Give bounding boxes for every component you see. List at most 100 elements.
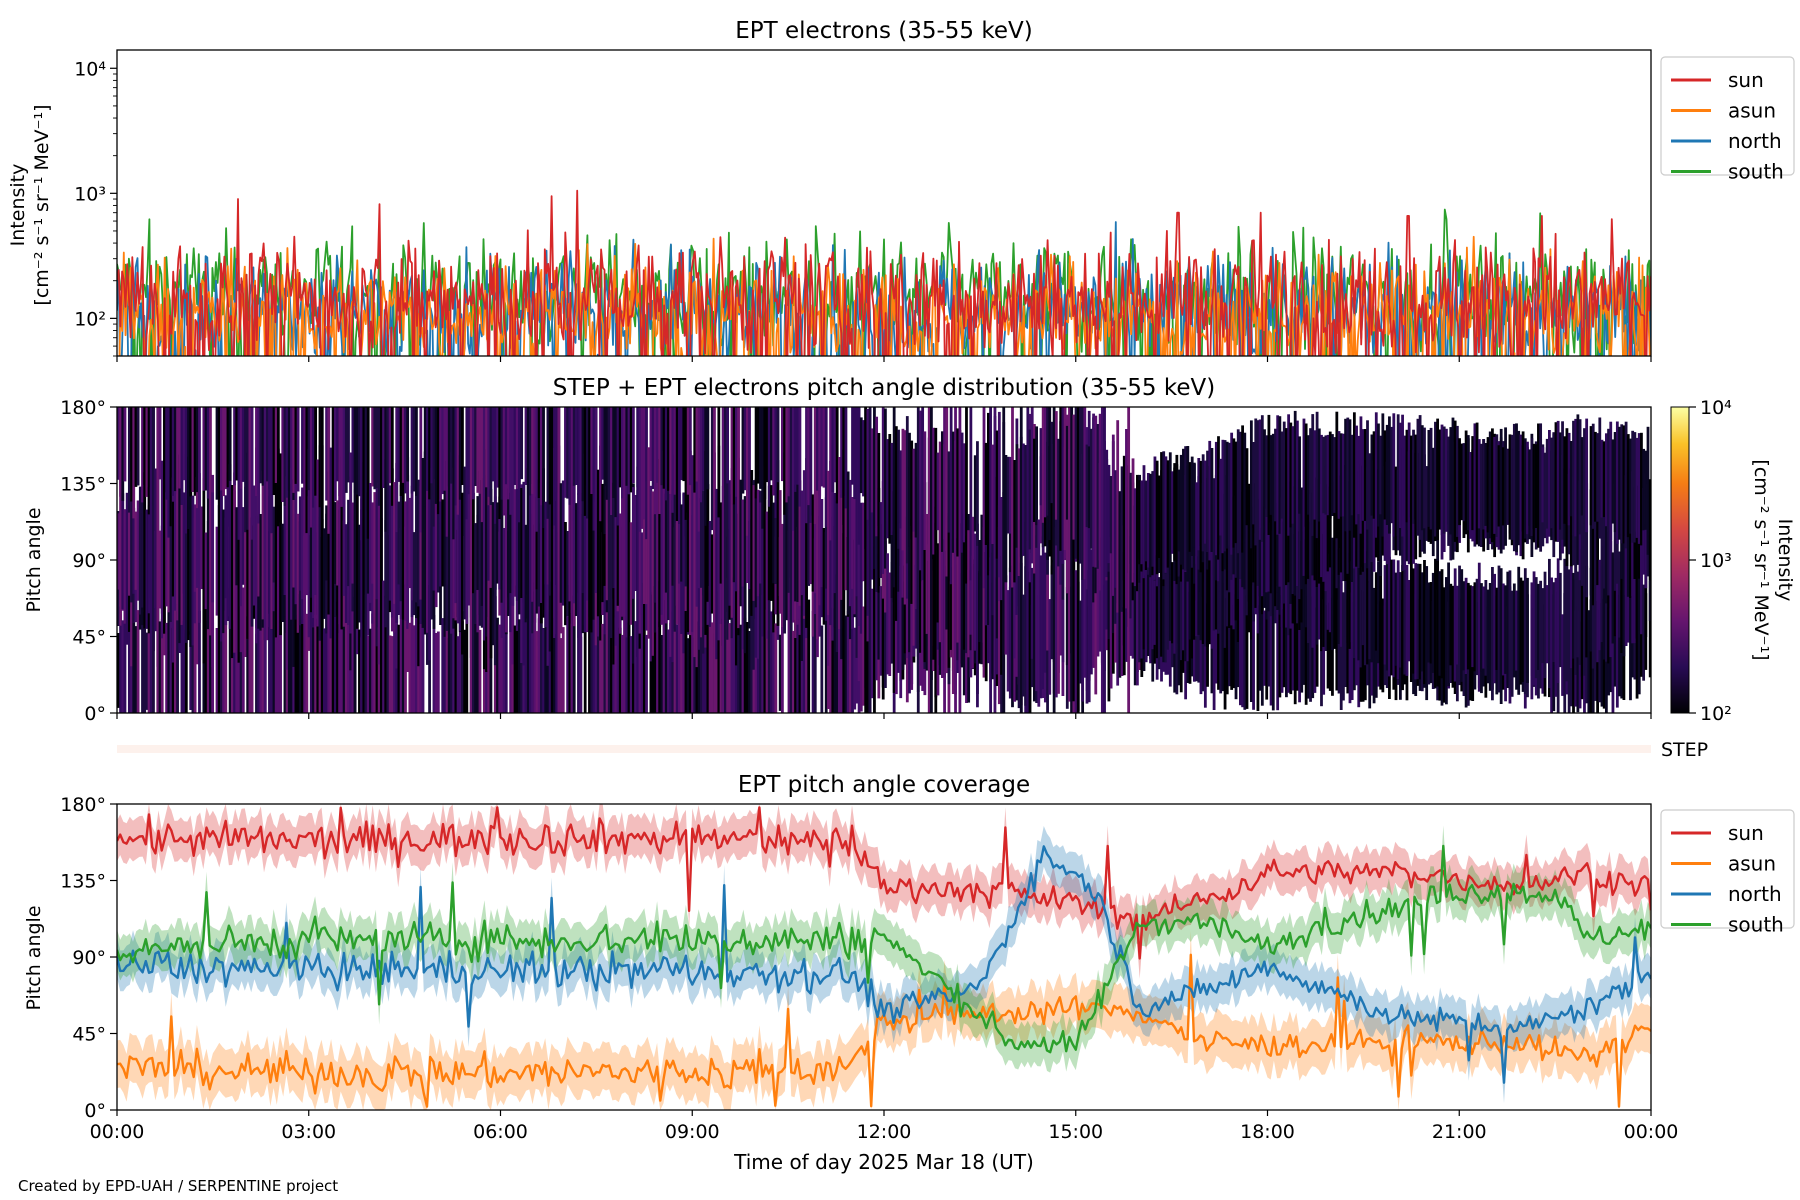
heatmap-cell — [559, 638, 563, 713]
heatmap-cell — [1245, 585, 1249, 709]
heatmap-cell — [537, 407, 541, 498]
heatmap-cell — [726, 446, 730, 640]
heatmap-cell — [412, 532, 416, 616]
heatmap-cell — [287, 629, 291, 713]
heatmap-cell — [671, 611, 675, 713]
heatmap-cell — [982, 407, 986, 589]
heatmap-cell — [754, 619, 758, 713]
heatmap-cell — [1526, 577, 1529, 683]
heatmap-cell — [1569, 564, 1573, 669]
heatmap-cell — [241, 407, 245, 482]
heatmap-cell — [1589, 426, 1593, 526]
heatmap-cell — [1401, 414, 1404, 537]
heatmap-cell — [206, 407, 210, 499]
heatmap-cell — [1006, 456, 1010, 534]
heatmap-cell — [165, 492, 168, 607]
heatmap-cell — [658, 581, 662, 713]
heatmap-cell — [371, 502, 374, 584]
heatmap-cell — [614, 407, 618, 518]
heatmap-cell — [732, 407, 736, 505]
heatmap-cell — [1302, 610, 1306, 685]
heatmap-cell — [693, 490, 697, 658]
heatmap-cell — [592, 466, 596, 620]
heatmap-cell — [1223, 524, 1227, 648]
heatmap-cell — [1447, 436, 1450, 525]
heatmap-cell — [671, 500, 675, 586]
heatmap-cell — [656, 407, 659, 483]
heatmap-cell — [182, 503, 186, 594]
heatmap-cell — [831, 445, 835, 641]
heatmap-cell — [916, 407, 920, 713]
heatmap-cell — [1081, 521, 1085, 702]
heatmap-cell — [914, 520, 918, 610]
heatmap-cell — [504, 407, 508, 485]
heatmap-cell — [428, 487, 431, 661]
heatmap-cell — [1453, 420, 1457, 542]
heatmap-cell — [1043, 552, 1047, 673]
heatmap-cell — [553, 581, 556, 713]
heatmap-cell — [318, 592, 322, 713]
heatmap-cell — [640, 407, 644, 529]
heatmap-cell — [539, 593, 543, 713]
heatmap-cell — [1068, 407, 1071, 564]
heatmap-cell — [244, 407, 247, 533]
heatmap-cell — [660, 635, 664, 713]
heatmap-cell — [564, 522, 567, 626]
heatmap-cell — [1074, 407, 1078, 559]
intensity-ylabel-line1: Intensity — [7, 164, 29, 247]
heatmap-cell — [298, 594, 302, 713]
heatmap-cell — [1635, 531, 1639, 639]
heatmap-cell — [1230, 541, 1234, 626]
heatmap-cell — [1429, 427, 1433, 530]
heatmap-cell — [732, 503, 736, 583]
heatmap-cell — [969, 551, 973, 635]
heatmap-cell — [314, 615, 318, 713]
heatmap-cell — [1342, 592, 1345, 701]
heatmap-cell — [629, 636, 633, 713]
heatmap-cell — [178, 454, 182, 644]
heatmap-cell — [675, 480, 679, 606]
intensity-xaxis — [116, 356, 1652, 362]
heatmap-cell — [550, 407, 554, 713]
heatmap-cell — [923, 431, 927, 550]
heatmap-cell — [1455, 425, 1459, 537]
heatmap-cell — [1028, 429, 1032, 550]
heatmap-cell — [1480, 446, 1483, 522]
heatmap-cell — [491, 502, 495, 646]
heatmap-cell — [404, 501, 407, 585]
heatmap-cell — [682, 407, 686, 482]
heatmap-cell — [436, 631, 440, 713]
heatmap-cell — [1234, 542, 1238, 621]
heatmap-cell — [848, 479, 852, 607]
heatmap-cell — [862, 606, 865, 706]
heatmap-cell — [377, 407, 381, 506]
heatmap-cell — [934, 427, 938, 555]
legend-label-north: north — [1728, 129, 1782, 153]
heatmap-cell — [450, 632, 453, 713]
heatmap-cell — [1348, 419, 1352, 531]
heatmap-cell — [1192, 598, 1196, 682]
heatmap-cell — [1363, 548, 1367, 666]
heatmap-cell — [1558, 432, 1562, 530]
heatmap-cell — [625, 448, 629, 638]
heatmap-cell — [489, 498, 493, 588]
heatmap-cell — [1377, 561, 1380, 664]
heatmap-cell — [283, 600, 287, 713]
heatmap-cell — [1002, 407, 1006, 713]
heatmap-cell — [1344, 605, 1347, 687]
heatmap-cell — [404, 619, 407, 713]
heatmap-cell — [618, 407, 622, 488]
heatmap-cell — [664, 493, 668, 593]
heatmap-cell — [1120, 466, 1124, 569]
heatmap-cell — [1129, 475, 1133, 564]
heatmap-cell — [890, 442, 894, 535]
heatmap-cell — [888, 572, 892, 676]
heatmap-cell — [1293, 410, 1297, 539]
heatmap-cell — [1451, 585, 1455, 664]
heatmap-cell — [859, 607, 863, 712]
heatmap-cell — [1477, 439, 1481, 529]
heatmap-cell — [640, 532, 644, 615]
heatmap-cell — [1221, 600, 1225, 692]
heatmap-cell — [327, 580, 331, 713]
